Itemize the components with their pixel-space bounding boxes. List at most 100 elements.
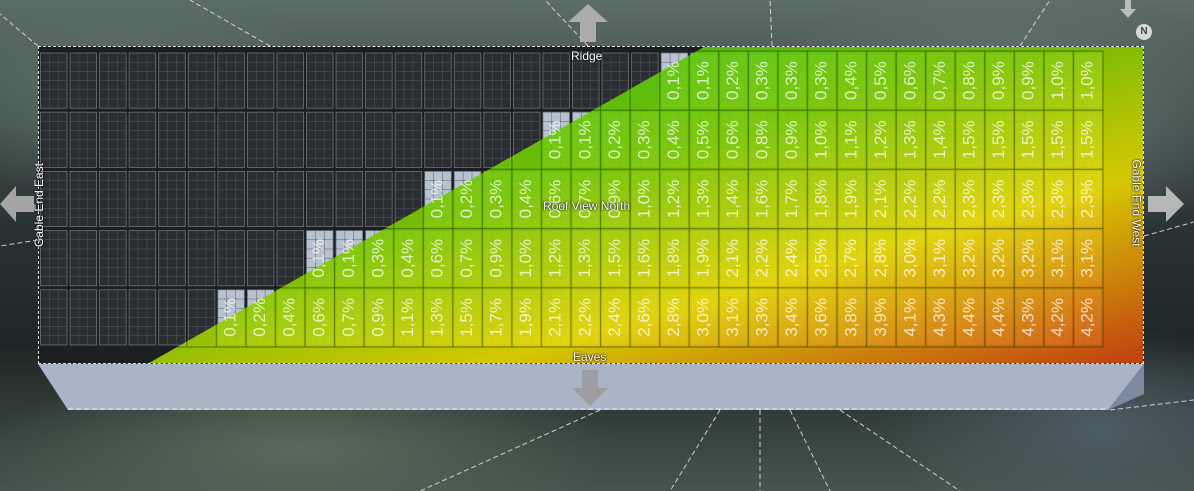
- gable-west-label: Gable End West: [1129, 159, 1144, 247]
- shading-percent-label: 2,1%: [871, 180, 890, 219]
- shading-percent-label: 2,3%: [989, 180, 1008, 219]
- shading-percent-label: 4,3%: [930, 298, 949, 337]
- shading-percent-label: 1,3%: [427, 298, 446, 337]
- shading-percent-label: 0,7%: [930, 61, 949, 100]
- shading-percent-label: 4,2%: [1048, 298, 1067, 337]
- roof-view-label: Roof View North: [543, 199, 631, 213]
- shading-percent-label: 1,2%: [546, 239, 565, 278]
- shading-percent-label: 0,6%: [427, 239, 446, 278]
- shading-percent-label: 0,9%: [782, 120, 801, 159]
- ridge-label: Ridge: [571, 49, 603, 63]
- shading-percent-label: 0,6%: [546, 180, 565, 219]
- arrow-down-small-icon[interactable]: [1120, 0, 1136, 18]
- shading-percent-label: 1,9%: [516, 298, 535, 337]
- shading-percent-label: 3,1%: [1078, 239, 1097, 278]
- arrow-down-icon[interactable]: [572, 370, 608, 406]
- shading-percent-label: 0,7%: [339, 298, 358, 337]
- shading-percent-label: 0,9%: [989, 61, 1008, 100]
- shading-percent-label: 0,1%: [546, 120, 565, 159]
- shading-percent-label: 3,1%: [930, 239, 949, 278]
- shading-percent-label: 0,8%: [753, 120, 772, 159]
- shading-percent-label: 0,2%: [457, 180, 476, 219]
- shading-percent-label: 0,2%: [605, 120, 624, 159]
- shading-percent-label: 2,3%: [1048, 180, 1067, 219]
- shading-percent-label: 1,0%: [1078, 61, 1097, 100]
- shading-percent-label: 4,4%: [989, 298, 1008, 337]
- shading-percent-label: 1,0%: [516, 239, 535, 278]
- shading-percent-label: 2,8%: [664, 298, 683, 337]
- shading-percent-label: 1,5%: [1078, 120, 1097, 159]
- shading-percent-label: 2,2%: [575, 298, 594, 337]
- shading-percent-label: 0,6%: [900, 61, 919, 100]
- compass-north-icon[interactable]: N: [1136, 24, 1152, 40]
- shading-percent-label: 1,3%: [900, 120, 919, 159]
- shading-percent-label: 2,7%: [841, 239, 860, 278]
- shading-percent-label: 0,1%: [221, 298, 240, 337]
- shading-percent-label: 1,2%: [871, 120, 890, 159]
- shading-percent-label: 1,7%: [782, 180, 801, 219]
- shading-percent-label: 1,5%: [1048, 120, 1067, 159]
- arrow-left-icon[interactable]: [0, 186, 34, 222]
- shading-percent-label: 1,2%: [664, 180, 683, 219]
- roof-grid: 0,1% 0,1% 0,2% 0,3% 0,3% 0,3% 0,4% 0,5% 0,6% 0,7%…: [40, 47, 1143, 363]
- shading-percent-label: 2,4%: [782, 239, 801, 278]
- shading-percent-label: 2,8%: [871, 239, 890, 278]
- shading-percent-label: 2,4%: [605, 298, 624, 337]
- shading-percent-label: 0,4%: [398, 239, 417, 278]
- shading-percent-label: 2,2%: [900, 180, 919, 219]
- shading-percent-label: 1,5%: [457, 298, 476, 337]
- shading-percent-label: 0,9%: [1019, 61, 1038, 100]
- shading-percent-label: 3,8%: [841, 298, 860, 337]
- shading-percent-label: 4,4%: [959, 298, 978, 337]
- shading-percent-label: 0,1%: [339, 239, 358, 278]
- shading-percent-label: 0,1%: [693, 61, 712, 100]
- shading-percent-label: 1,5%: [959, 120, 978, 159]
- shading-percent-label: 0,3%: [782, 61, 801, 100]
- shading-percent-label: 0,6%: [309, 298, 328, 337]
- arrow-right-icon[interactable]: [1148, 186, 1184, 222]
- shading-percent-label: 3,1%: [1048, 239, 1067, 278]
- shading-percent-label: 1,4%: [723, 180, 742, 219]
- shading-percent-label: 0,2%: [250, 298, 269, 337]
- shading-percent-label: 1,3%: [575, 239, 594, 278]
- shading-percent-label: 1,9%: [693, 239, 712, 278]
- shading-percent-label: 0,3%: [487, 180, 506, 219]
- shading-percent-label: 3,0%: [693, 298, 712, 337]
- shading-percent-label: 3,2%: [1019, 239, 1038, 278]
- shading-percent-label: 1,3%: [693, 180, 712, 219]
- shading-percent-label: 4,1%: [900, 298, 919, 337]
- arrow-up-icon[interactable]: [568, 4, 608, 42]
- shading-percent-label: 1,1%: [398, 298, 417, 337]
- gable-east-label: Gable End East: [32, 162, 47, 248]
- shading-percent-label: 1,0%: [812, 120, 831, 159]
- shading-percent-label: 1,8%: [664, 239, 683, 278]
- shading-percent-label: 2,3%: [1019, 180, 1038, 219]
- shading-percent-label: 0,9%: [605, 180, 624, 219]
- shading-percent-label: 2,2%: [753, 239, 772, 278]
- roof-plane-north[interactable]: 0,1% 0,1% 0,2% 0,3% 0,3% 0,3% 0,4% 0,5% 0,6% 0,7%…: [38, 46, 1144, 364]
- shading-percent-label: 1,5%: [1019, 120, 1038, 159]
- shading-percent-label: 0,5%: [871, 61, 890, 100]
- shading-percent-label: 0,7%: [457, 239, 476, 278]
- shading-percent-label: 0,4%: [280, 298, 299, 337]
- shading-percent-label: 0,8%: [959, 61, 978, 100]
- shading-percent-label: 2,6%: [634, 298, 653, 337]
- shading-percent-label: 4,3%: [1019, 298, 1038, 337]
- shading-percent-label: 1,8%: [812, 180, 831, 219]
- shading-percent-label: 0,4%: [516, 180, 535, 219]
- shading-percent-label: 3,2%: [989, 239, 1008, 278]
- shading-percent-label: 3,0%: [900, 239, 919, 278]
- shading-percent-label: 1,0%: [1048, 61, 1067, 100]
- shading-percent-label: 0,5%: [693, 120, 712, 159]
- shading-percent-label: 1,4%: [930, 120, 949, 159]
- shading-percent-label: 3,1%: [723, 298, 742, 337]
- shading-percent-label: 3,2%: [959, 239, 978, 278]
- shading-percent-label: 0,1%: [309, 239, 328, 278]
- shading-percent-label: 1,6%: [634, 239, 653, 278]
- shading-percent-label: 0,2%: [723, 61, 742, 100]
- shading-percent-label: 2,3%: [1078, 180, 1097, 219]
- shading-percent-label: 1,0%: [634, 180, 653, 219]
- shading-percent-label: 2,1%: [723, 239, 742, 278]
- shading-percent-label: 0,6%: [723, 120, 742, 159]
